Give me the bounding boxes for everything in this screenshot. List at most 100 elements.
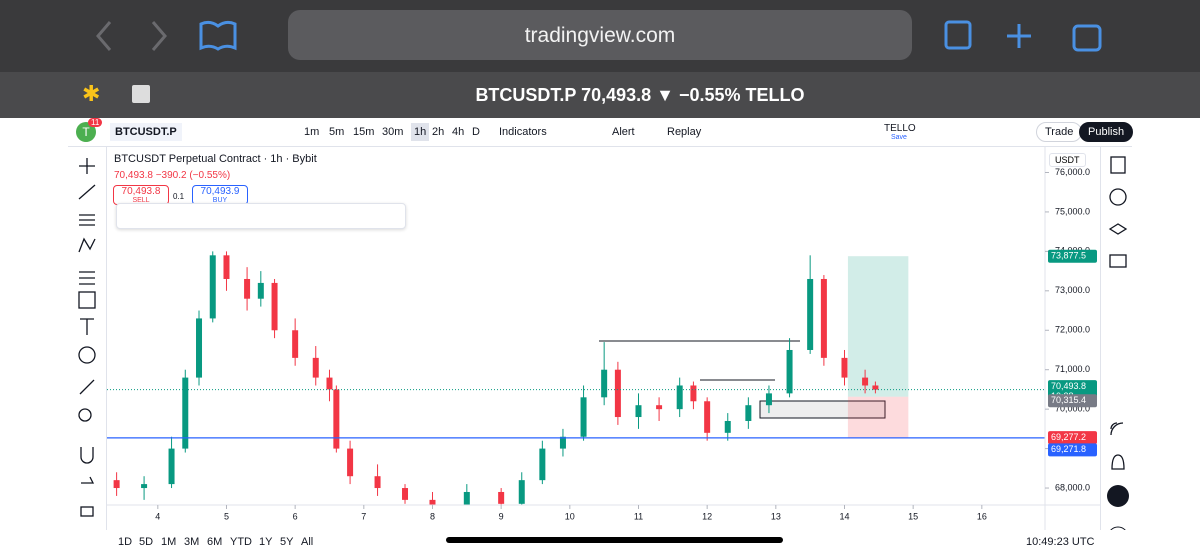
x-tick-label: 7 [361,511,366,521]
candle-body [820,278,827,358]
tool-icons [78,158,96,517]
legend-quote: 70,493.8 −390.2 (−0.55%) [114,170,231,181]
candle-body [580,397,587,437]
browser-bar: tradingview.com [0,0,1200,72]
candle-body [463,491,470,505]
bookmarks[interactable] [199,20,237,51]
close-tab[interactable] [132,85,150,103]
candle-body [312,357,319,378]
url-bar[interactable]: tradingview.com [288,10,912,60]
x-tick-label: 6 [293,511,298,521]
range[interactable]: 1D [118,536,133,548]
price-label: 69,271.8 [1051,444,1086,454]
zone-box [759,400,886,419]
symbol[interactable]: BTCUSDT.P [110,123,182,141]
candle-body [656,405,663,410]
interval[interactable]: 30m [382,126,404,138]
x-tick-label: 13 [771,511,781,521]
share[interactable] [944,20,972,50]
buy-button[interactable]: 70,493.9 BUY [192,185,248,205]
x-tick-label: 12 [702,511,712,521]
candle-body [209,255,216,319]
x-tick-label: 10 [565,511,575,521]
y-tick-label: 70,000.0 [1055,404,1090,414]
range[interactable]: 6M [207,536,223,548]
candle-body [676,385,683,410]
candle-body [601,369,608,398]
x-tick-label: 4 [155,511,160,521]
quantity: 0.1 [173,192,185,201]
replay[interactable]: Replay [667,126,702,138]
candle-body [347,448,354,477]
candle-body [745,405,752,421]
candle-body [223,255,230,279]
sell-button[interactable]: 70,493.8 SELL [113,185,169,205]
price-label-bg [1048,443,1097,457]
back[interactable] [96,21,112,51]
legend-title: BTCUSDT Perpetual Contract · 1h · Bybit [114,153,317,165]
interval[interactable]: 15m [353,126,375,138]
range[interactable]: All [301,536,314,548]
candle-body [559,436,566,449]
loss-zone [847,396,909,438]
drawing-tools [68,147,107,530]
range[interactable]: 5D [139,536,154,548]
range[interactable]: YTD [230,536,252,548]
candle-body [872,385,879,390]
range[interactable]: 5Y [280,536,294,548]
candle-body [841,357,848,378]
candle-body [402,488,409,500]
sell-label: SELL [132,197,150,204]
x-tick-label: 14 [839,511,849,521]
interval[interactable]: 1h [411,123,430,141]
candle-body [786,349,793,394]
candle-body [271,282,278,331]
interval[interactable]: 4h [452,126,465,138]
indicators[interactable]: Indicators [499,126,547,138]
interval[interactable]: 5m [329,126,345,138]
candle-body [518,480,525,504]
interval[interactable]: D [472,126,480,138]
x-tick-label: 15 [908,511,918,521]
x-tick-label: 9 [499,511,504,521]
candle-body [168,448,175,485]
range[interactable]: 1Y [259,536,273,548]
y-tick-label: 76,000.0 [1055,167,1090,177]
y-tick-label: 73,000.0 [1055,285,1090,295]
x-tick-label: 16 [977,511,987,521]
save[interactable]: Save [891,134,907,141]
candle-body [765,393,772,406]
candle-body [724,420,731,433]
new-tab[interactable] [1007,24,1031,48]
alert[interactable]: Alert [612,126,635,138]
publish[interactable]: Publish [1079,122,1134,142]
notification-badge: 11 [88,118,103,127]
candle-body [704,401,711,433]
interval[interactable]: 1m [304,126,320,138]
avatar[interactable]: T [76,122,96,142]
interval[interactable]: 2h [432,126,445,138]
x-tick-label: 11 [634,511,643,521]
range[interactable]: 1M [161,536,177,548]
range[interactable]: 3M [184,536,200,548]
candle-body [690,385,697,402]
browser-icons [96,20,1102,52]
candle-body [429,499,436,505]
price-label-bg [1048,394,1097,408]
sell-price: 70,493.8 [121,186,161,197]
candle-body [498,491,505,504]
tabs[interactable] [1072,24,1102,52]
candle-body [182,377,189,449]
x-tick-label: 5 [224,511,229,521]
price-label: 69,277.2 [1051,432,1086,442]
profit-zone [847,256,909,397]
buy-price: 70,493.9 [200,186,240,197]
forward[interactable] [151,21,167,51]
price-label: 73,877.5 [1051,251,1086,261]
layout-name[interactable]: TELLO [884,123,916,134]
currency[interactable]: USDT [1049,153,1086,167]
candle-body [244,278,251,299]
x-tick-label: 8 [430,511,435,521]
